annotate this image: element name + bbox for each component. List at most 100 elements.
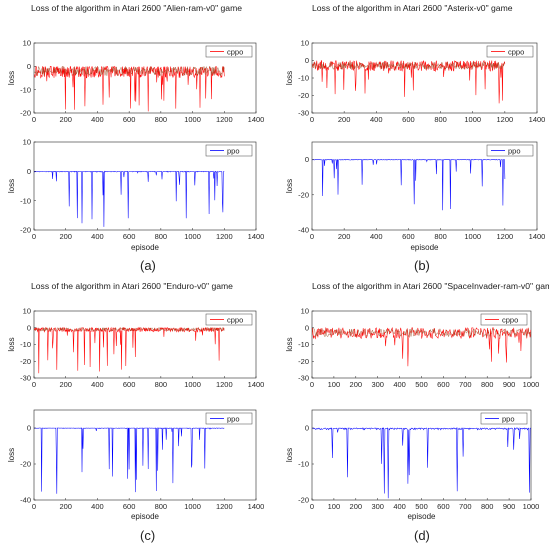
y-tick-label: -10 <box>20 85 31 94</box>
x-tick-label: 600 <box>123 502 136 511</box>
y-tick-label: -40 <box>20 496 31 505</box>
x-tick-label: 1400 <box>248 232 265 241</box>
series-line-cppo-overlay <box>312 61 506 71</box>
y-tick-label: -30 <box>298 374 309 383</box>
x-tick-label: 0 <box>32 502 36 511</box>
x-tick-label: 800 <box>155 232 168 241</box>
x-tick-label: 1000 <box>523 380 540 389</box>
series-line-cppo-overlay <box>34 326 225 332</box>
x-tick-label: 1000 <box>184 380 201 389</box>
legend-box <box>480 313 528 326</box>
y-tick-label: -40 <box>298 226 309 235</box>
legend-label: ppo <box>508 146 521 155</box>
panel-caption: (d) <box>414 528 430 543</box>
x-tick-label: 1000 <box>523 502 540 511</box>
series-line-ppo <box>312 159 506 211</box>
y-tick-label: -10 <box>298 340 309 349</box>
series-line-cppo <box>312 327 531 367</box>
x-tick-label: 200 <box>59 502 72 511</box>
y-axis-label: loss <box>7 179 16 193</box>
x-tick-label: 0 <box>310 502 314 511</box>
x-tick-label: 0 <box>310 380 314 389</box>
legend-label: cppo <box>227 315 243 324</box>
legend-box <box>205 412 253 425</box>
x-axis-label: episode <box>131 243 160 252</box>
y-axis-label: loss <box>7 71 16 85</box>
y-tick-label: -20 <box>298 496 309 505</box>
series-line-ppo <box>312 427 531 499</box>
x-tick-label: 400 <box>91 380 104 389</box>
y-tick-label: 0 <box>305 323 309 332</box>
series-line-cppo-overlay <box>34 65 225 77</box>
series-group <box>34 170 225 227</box>
panel-caption: (c) <box>140 528 155 543</box>
x-tick-label: 200 <box>59 380 72 389</box>
x-tick-label: 1000 <box>184 502 201 511</box>
x-tick-label: 0 <box>32 380 36 389</box>
x-tick-label: 600 <box>402 232 415 241</box>
chart-title: Loss of the algorithm in Atari 2600 "Spa… <box>312 281 549 291</box>
y-tick-label: 10 <box>301 39 309 48</box>
x-tick-label: 1000 <box>184 232 201 241</box>
y-tick-label: -20 <box>20 460 31 469</box>
x-axis-label: episode <box>410 243 439 252</box>
x-tick-label: 800 <box>434 115 447 124</box>
y-tick-label: -30 <box>298 109 309 118</box>
x-tick-label: 600 <box>123 380 136 389</box>
y-tick-label: -10 <box>298 460 309 469</box>
series-line-cppo <box>34 326 225 374</box>
x-tick-label: 0 <box>310 232 314 241</box>
subplot: ppo 0 200 400 600 800 1000 1200 1400 -40 -20 0 loss e… <box>7 409 264 521</box>
x-tick-label: 800 <box>155 380 168 389</box>
x-tick-label: 1400 <box>529 232 546 241</box>
x-tick-label: 500 <box>415 380 428 389</box>
x-tick-label: 800 <box>155 502 168 511</box>
x-tick-label: 800 <box>155 115 168 124</box>
panel-caption: (b) <box>414 258 430 273</box>
subplot: ppo 0 200 400 600 800 1000 1200 1400 -20 -10 0 10 los… <box>7 138 264 252</box>
y-axis-label: loss <box>285 337 294 351</box>
x-axis-label: episode <box>407 512 436 521</box>
x-tick-label: 1400 <box>248 115 265 124</box>
chart-title: Loss of the algorithm in Atari 2600 "Ast… <box>312 3 513 13</box>
x-tick-label: 600 <box>437 380 450 389</box>
y-tick-label: 0 <box>305 56 309 65</box>
x-tick-label: 100 <box>328 380 341 389</box>
subplot: cppo 0 200 400 600 800 1000 1200 1400 -20 -10 0 10 lo… <box>7 39 264 124</box>
series-line-cppo <box>312 60 506 104</box>
x-tick-label: 400 <box>370 232 383 241</box>
x-tick-label: 200 <box>350 502 363 511</box>
legend-label: ppo <box>502 414 515 423</box>
x-tick-label: 600 <box>123 115 136 124</box>
x-tick-label: 300 <box>371 502 384 511</box>
x-tick-label: 600 <box>123 232 136 241</box>
y-tick-label: -10 <box>298 74 309 83</box>
y-tick-label: -10 <box>20 196 31 205</box>
x-tick-label: 1000 <box>184 115 201 124</box>
y-tick-label: 0 <box>27 167 31 176</box>
x-tick-label: 1400 <box>529 115 546 124</box>
y-axis-label: loss <box>7 448 16 462</box>
legend-label: cppo <box>508 47 524 56</box>
legend-box <box>205 45 253 58</box>
x-tick-label: 200 <box>338 115 351 124</box>
x-tick-label: 700 <box>459 380 472 389</box>
y-tick-label: 0 <box>305 155 309 164</box>
y-tick-label: -20 <box>298 91 309 100</box>
chart-title: Loss of the algorithm in Atari 2600 "Ali… <box>31 3 242 13</box>
axes-box <box>33 141 257 231</box>
y-axis-label: loss <box>285 71 294 85</box>
y-axis-label: loss <box>285 448 294 462</box>
chart-panel: Loss of the algorithm in Atari 2600 "Spa… <box>285 281 549 543</box>
legend-label: cppo <box>502 315 518 324</box>
y-tick-label: -30 <box>20 374 31 383</box>
x-tick-label: 400 <box>91 115 104 124</box>
x-tick-label: 900 <box>503 502 516 511</box>
x-tick-label: 600 <box>437 502 450 511</box>
legend-box <box>205 313 253 326</box>
y-tick-label: 10 <box>301 307 309 316</box>
x-tick-label: 0 <box>32 232 36 241</box>
x-tick-label: 1200 <box>216 502 233 511</box>
x-tick-label: 400 <box>370 115 383 124</box>
x-tick-label: 200 <box>59 232 72 241</box>
